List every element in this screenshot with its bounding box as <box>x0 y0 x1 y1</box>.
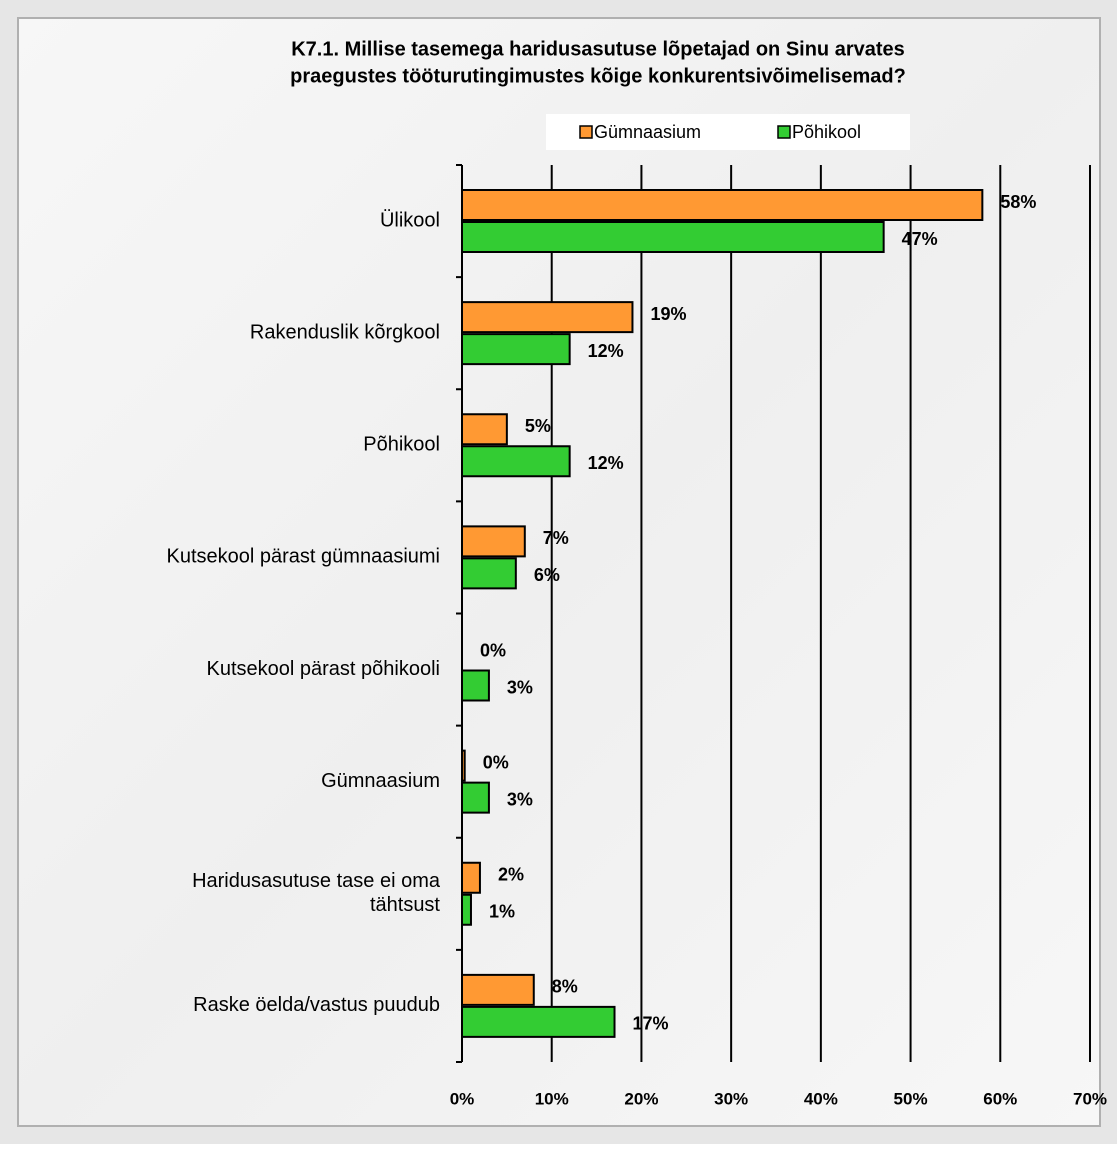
bar <box>461 861 481 894</box>
bar <box>461 973 535 1006</box>
bar <box>461 749 466 782</box>
data-label: 3% <box>507 677 533 697</box>
bar <box>461 781 490 814</box>
bar <box>461 893 472 926</box>
y-tick-label: Haridusasutuse tase ei oma tähtsust <box>192 870 441 916</box>
legend-swatch <box>579 125 593 139</box>
data-label: 0% <box>483 752 509 772</box>
data-label: 0% <box>480 640 506 660</box>
bar <box>461 669 490 702</box>
x-tick-label: 50% <box>894 1089 928 1108</box>
x-tick-label: 10% <box>535 1089 569 1108</box>
data-label: 47% <box>902 229 938 249</box>
chart-title: K7.1. Millise tasemega haridusasutuse lõ… <box>291 38 905 60</box>
chart-title: praegustes tööturutingimustes kõige konk… <box>290 65 906 87</box>
x-tick-label: 20% <box>624 1089 658 1108</box>
bar <box>461 333 571 366</box>
y-tick-label: Kutsekool pärast põhikooli <box>207 658 440 680</box>
bar <box>461 189 984 221</box>
data-label: 17% <box>633 1014 669 1034</box>
bar <box>461 445 571 478</box>
y-tick-label: Ülikool <box>380 209 440 231</box>
data-label: 1% <box>489 902 515 922</box>
bar <box>461 413 508 446</box>
legend-label: Gümnaasium <box>594 122 701 142</box>
bar <box>461 221 885 253</box>
data-label: 8% <box>552 977 578 997</box>
bar <box>461 301 634 334</box>
data-label: 12% <box>588 341 624 361</box>
y-tick-label: Kutsekool pärast gümnaasiumi <box>167 546 440 568</box>
x-tick-label: 70% <box>1073 1089 1107 1108</box>
x-tick-label: 40% <box>804 1089 838 1108</box>
legend-swatch <box>777 125 791 139</box>
legend-label: Põhikool <box>792 122 861 142</box>
data-label: 58% <box>1000 192 1036 212</box>
legend-box <box>546 114 910 150</box>
data-label: 2% <box>498 865 524 885</box>
data-label: 6% <box>534 565 560 585</box>
data-label: 7% <box>543 528 569 548</box>
data-label: 3% <box>507 789 533 809</box>
y-tick-label: Rakenduslik kõrgkool <box>250 321 440 343</box>
y-tick-label: Raske öelda/vastus puudub <box>193 994 440 1016</box>
data-label: 5% <box>525 416 551 436</box>
x-tick-label: 0% <box>450 1089 475 1108</box>
bar <box>461 1005 616 1038</box>
data-label: 12% <box>588 453 624 473</box>
y-tick-label: Põhikool <box>363 434 440 456</box>
x-tick-label: 30% <box>714 1089 748 1108</box>
y-tick-label: Gümnaasium <box>321 770 440 792</box>
bar <box>461 557 517 590</box>
bar <box>461 525 526 558</box>
data-label: 19% <box>650 304 686 324</box>
x-tick-label: 60% <box>983 1089 1017 1108</box>
